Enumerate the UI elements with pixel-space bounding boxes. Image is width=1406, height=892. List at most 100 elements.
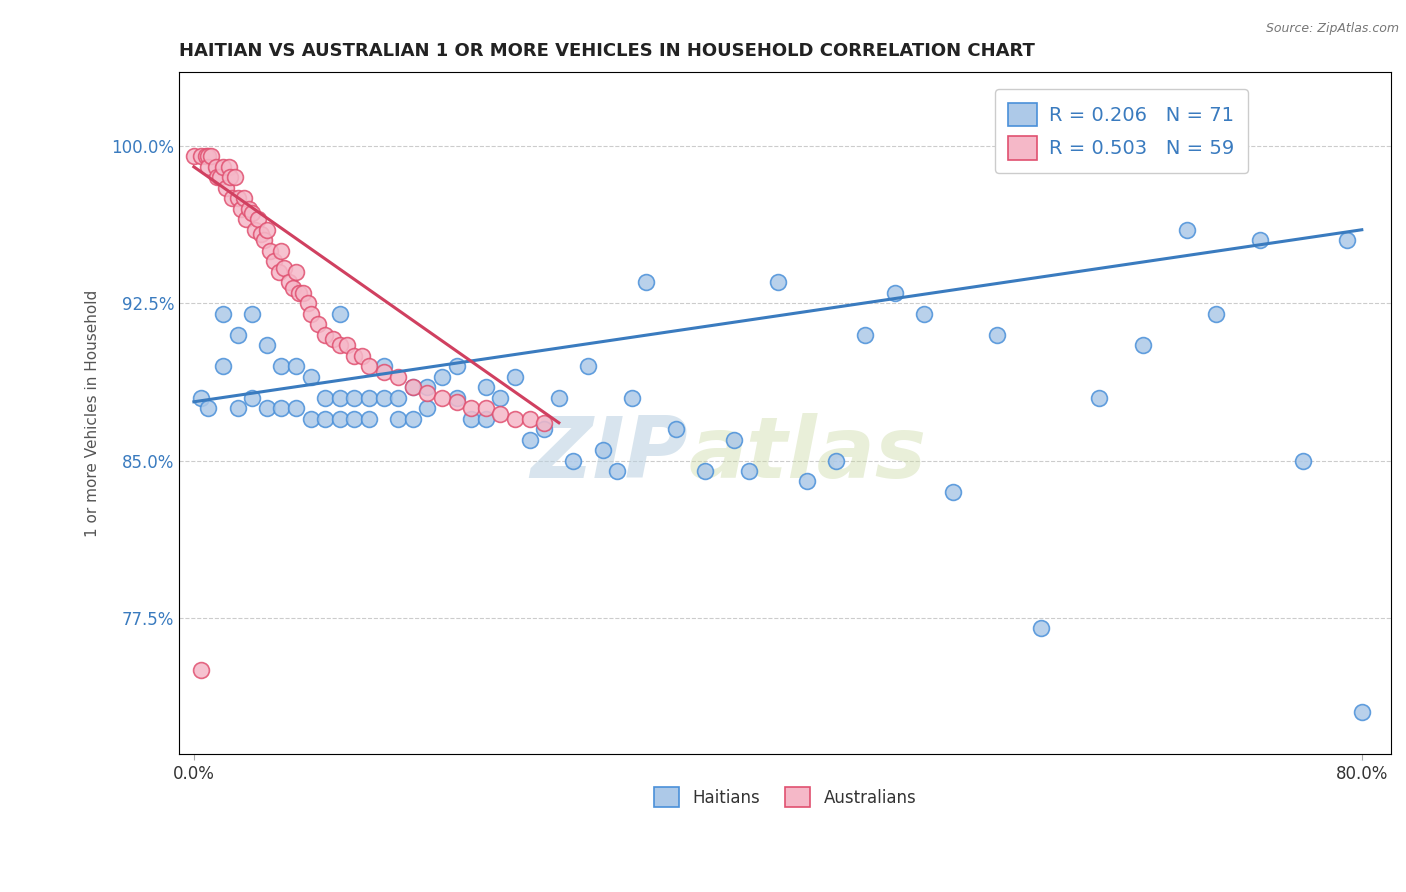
Point [314, 327, 336, 342]
Point [329, 391, 352, 405]
Point [270, 401, 292, 415]
Point [737, 464, 759, 478]
Text: ZIP: ZIP [530, 413, 688, 496]
Point [1292, 453, 1315, 467]
Point [329, 307, 352, 321]
Point [207, 170, 229, 185]
Point [240, 307, 263, 321]
Point [247, 212, 270, 227]
Point [285, 265, 308, 279]
Point [229, 202, 252, 216]
Point [292, 285, 315, 300]
Point [235, 212, 257, 227]
Point [277, 275, 299, 289]
Point [285, 401, 308, 415]
Point [665, 422, 688, 436]
Point [430, 391, 453, 405]
Point [226, 327, 249, 342]
Point [307, 317, 329, 331]
Point [766, 275, 789, 289]
Point [606, 464, 628, 478]
Point [212, 359, 235, 373]
Point [273, 260, 295, 275]
Point [387, 391, 409, 405]
Point [446, 359, 468, 373]
Point [299, 411, 322, 425]
Point [259, 244, 281, 258]
Text: atlas: atlas [688, 413, 927, 496]
Point [547, 391, 569, 405]
Point [373, 391, 395, 405]
Point [299, 307, 322, 321]
Point [285, 359, 308, 373]
Point [299, 369, 322, 384]
Point [357, 391, 380, 405]
Point [215, 181, 238, 195]
Point [825, 453, 848, 467]
Legend: Haitians, Australians: Haitians, Australians [647, 780, 922, 814]
Point [519, 433, 541, 447]
Point [796, 475, 818, 489]
Point [204, 160, 226, 174]
Point [475, 401, 498, 415]
Point [592, 443, 614, 458]
Point [267, 265, 290, 279]
Point [314, 411, 336, 425]
Point [416, 386, 439, 401]
Point [387, 369, 409, 384]
Point [197, 149, 219, 163]
Point [297, 296, 319, 310]
Point [250, 227, 273, 241]
Point [322, 332, 344, 346]
Point [357, 359, 380, 373]
Point [942, 485, 965, 500]
Point [183, 149, 205, 163]
Point [218, 160, 240, 174]
Point [314, 391, 336, 405]
Point [912, 307, 935, 321]
Point [1132, 338, 1154, 352]
Point [190, 391, 212, 405]
Point [238, 202, 260, 216]
Point [620, 391, 643, 405]
Point [1175, 223, 1198, 237]
Point [723, 433, 745, 447]
Point [243, 223, 266, 237]
Point [533, 422, 555, 436]
Point [288, 285, 311, 300]
Point [336, 338, 359, 352]
Point [475, 411, 498, 425]
Point [263, 254, 285, 268]
Point [1205, 307, 1227, 321]
Point [343, 411, 366, 425]
Point [240, 391, 263, 405]
Point [1088, 391, 1111, 405]
Point [1351, 705, 1374, 719]
Point [357, 411, 380, 425]
Point [190, 663, 212, 677]
Point [329, 411, 352, 425]
Point [240, 206, 263, 220]
Point [489, 391, 512, 405]
Point [226, 191, 249, 205]
Point [855, 327, 877, 342]
Point [576, 359, 599, 373]
Text: Source: ZipAtlas.com: Source: ZipAtlas.com [1265, 22, 1399, 36]
Point [224, 170, 246, 185]
Point [209, 170, 232, 185]
Point [270, 359, 292, 373]
Point [387, 411, 409, 425]
Point [221, 191, 243, 205]
Point [460, 411, 482, 425]
Point [256, 338, 278, 352]
Point [270, 244, 292, 258]
Point [430, 369, 453, 384]
Point [1336, 233, 1358, 247]
Point [329, 338, 352, 352]
Point [197, 401, 219, 415]
Y-axis label: 1 or more Vehicles in Household: 1 or more Vehicles in Household [86, 290, 100, 537]
Point [446, 394, 468, 409]
Point [562, 453, 585, 467]
Point [343, 349, 366, 363]
Point [194, 149, 217, 163]
